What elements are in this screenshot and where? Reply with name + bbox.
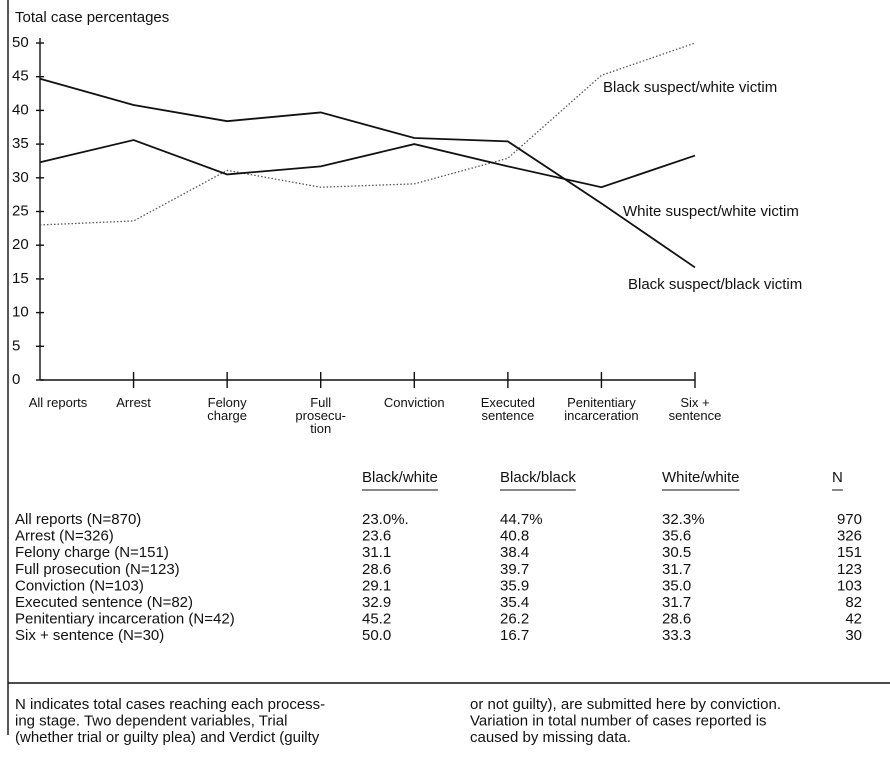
cell: 35.0 xyxy=(662,577,691,594)
row-label: Six + sentence (N=30) xyxy=(15,627,164,644)
note-line: ing stage. Two dependent variables, Tria… xyxy=(15,712,287,729)
note-line: N indicates total cases reaching each pr… xyxy=(15,696,325,713)
cell-n: 151 xyxy=(837,544,862,561)
cell: 50.0 xyxy=(362,627,391,644)
cell: 23.0%. xyxy=(362,511,409,528)
cell: 31.7 xyxy=(662,594,691,611)
y-tick-label: 10 xyxy=(12,304,29,321)
row-label: Felony charge (N=151) xyxy=(15,544,169,561)
series-label: White suspect/white victim xyxy=(623,203,799,220)
row-label: Arrest (N=326) xyxy=(15,528,114,545)
chart-title: Total case percentages xyxy=(15,9,169,26)
cell: 45.2 xyxy=(362,611,391,628)
x-tick-label-line: charge xyxy=(207,408,247,423)
cell-n: 123 xyxy=(837,561,862,578)
cell: 31.1 xyxy=(362,544,391,561)
cell: 31.7 xyxy=(662,561,691,578)
y-tick-label: 35 xyxy=(12,135,29,152)
x-tick-label-line: All reports xyxy=(29,395,88,410)
x-tick-label-line: incarceration xyxy=(564,408,638,423)
note-line: Variation in total number of cases repor… xyxy=(470,712,767,729)
cell: 16.7 xyxy=(500,627,529,644)
x-tick-label-line: Executed xyxy=(481,395,535,410)
series-label: Black suspect/white victim xyxy=(603,79,777,96)
x-tick-label-line: Six + xyxy=(680,395,709,410)
cell: 35.9 xyxy=(500,577,529,594)
cell-n: 30 xyxy=(845,627,862,644)
row-label: Full prosecution (N=123) xyxy=(15,561,180,578)
note-line: caused by missing data. xyxy=(470,729,631,746)
table-header: N xyxy=(832,469,843,486)
cell: 32.9 xyxy=(362,594,391,611)
y-tick-label: 25 xyxy=(12,202,29,219)
cell: 32.3% xyxy=(662,511,705,528)
x-tick-label-line: Conviction xyxy=(384,395,445,410)
row-label: All reports (N=870) xyxy=(15,511,141,528)
x-tick-label-line: Arrest xyxy=(116,395,151,410)
x-tick-label: Executed sentence xyxy=(481,395,535,423)
cell: 35.6 xyxy=(662,528,691,545)
x-tick-label-line: sentence xyxy=(669,408,722,423)
y-tick-label: 30 xyxy=(12,169,29,186)
y-tick-label: 50 xyxy=(12,34,29,51)
cell: 40.8 xyxy=(500,528,529,545)
row-label: Conviction (N=103) xyxy=(15,577,144,594)
cell: 28.6 xyxy=(662,611,691,628)
x-tick-label: Felony charge xyxy=(207,395,247,423)
cell: 30.5 xyxy=(662,544,691,561)
x-tick-label: Arrest xyxy=(116,395,151,410)
cell: 35.4 xyxy=(500,594,529,611)
cell: 38.4 xyxy=(500,544,529,561)
y-tick-label: 0 xyxy=(12,371,20,388)
note-line: (whether trial or guilty plea) and Verdi… xyxy=(15,729,320,746)
cell-n: 970 xyxy=(837,511,862,528)
x-tick-label-line: Penitentiary xyxy=(567,395,636,410)
cell: 28.6 xyxy=(362,561,391,578)
x-tick-label-line: prosecu- xyxy=(295,408,346,423)
cell-n: 103 xyxy=(837,577,862,594)
y-tick-label: 5 xyxy=(12,337,20,354)
cell: 33.3 xyxy=(662,627,691,644)
y-tick-label: 20 xyxy=(12,236,29,253)
x-tick-label: Penitentiary incarceration xyxy=(564,395,638,423)
cell: 44.7% xyxy=(500,511,543,528)
series-line xyxy=(39,139,696,189)
x-tick-label-line: sentence xyxy=(481,408,534,423)
cell: 29.1 xyxy=(362,577,391,594)
cell: 39.7 xyxy=(500,561,529,578)
x-tick-label: Full prosecu-tion xyxy=(295,395,346,436)
x-tick-label-line: Full xyxy=(310,395,331,410)
table-header: Black/black xyxy=(500,469,576,486)
x-tick-label: Six + sentence xyxy=(669,395,722,423)
cell-n: 82 xyxy=(845,594,862,611)
cell: 26.2 xyxy=(500,611,529,628)
row-label: Penitentiary incarceration (N=42) xyxy=(15,611,235,628)
cell: 23.6 xyxy=(362,528,391,545)
note-line: or not guilty), are submitted here by co… xyxy=(470,696,781,713)
x-tick-label: Conviction xyxy=(384,395,445,410)
cell-n: 326 xyxy=(837,528,862,545)
cell-n: 42 xyxy=(845,611,862,628)
series-line xyxy=(39,77,696,269)
x-tick-label: All reports xyxy=(29,395,88,410)
x-tick-label-line: tion xyxy=(310,421,331,436)
series-label: Black suspect/black victim xyxy=(628,276,802,293)
y-tick-label: 45 xyxy=(12,68,29,85)
row-label: Executed sentence (N=82) xyxy=(15,594,193,611)
table-header: Black/white xyxy=(362,469,438,486)
y-tick-label: 15 xyxy=(12,270,29,287)
y-tick-label: 40 xyxy=(12,101,29,118)
table-header: White/white xyxy=(662,469,740,486)
series-line xyxy=(39,42,696,226)
x-tick-label-line: Felony xyxy=(208,395,248,410)
